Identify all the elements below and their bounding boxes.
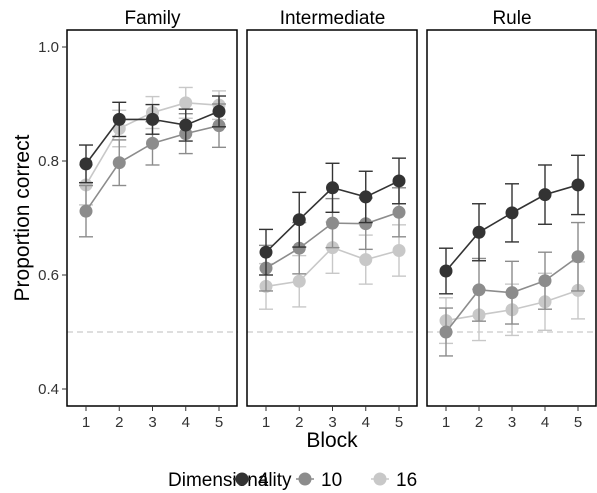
data-point xyxy=(505,206,519,220)
legend-marker xyxy=(298,472,312,486)
data-point xyxy=(112,112,126,126)
y-tick-label: 1.0 xyxy=(38,39,59,56)
facet-panel: Rule 1 2 3 4 5 xyxy=(426,8,597,431)
data-point xyxy=(79,204,93,218)
legend-key-10: 10 xyxy=(296,470,342,491)
x-tick-label: 4 xyxy=(541,414,549,431)
legend-title: Dimensionality xyxy=(168,470,292,491)
data-point xyxy=(472,225,486,239)
legend-marker xyxy=(373,472,387,486)
x-tick-label: 4 xyxy=(182,414,190,431)
y-axis-title: Proportion correct xyxy=(11,134,34,301)
data-point xyxy=(359,253,373,267)
y-tick-label: 0.8 xyxy=(38,153,59,170)
data-point xyxy=(179,96,193,110)
data-point xyxy=(359,190,373,204)
x-tick-label: 2 xyxy=(115,414,123,431)
facet-panels: Family 1 2 3 4 5 Intermediate 1 2 3 4 5 Rule 1 2 3 4 5 xyxy=(66,8,597,431)
data-point xyxy=(392,174,406,188)
legend: Dimensionality 4 10 16 xyxy=(168,470,417,491)
data-point xyxy=(179,118,193,132)
facet-panel: Intermediate 1 2 3 4 5 xyxy=(246,8,418,431)
x-tick-label: 1 xyxy=(82,414,90,431)
facet-title: Family xyxy=(125,8,181,29)
x-tick-label: 1 xyxy=(442,414,450,431)
facet-panel: Family 1 2 3 4 5 xyxy=(66,8,238,431)
x-tick-label: 5 xyxy=(395,414,403,431)
series-4 xyxy=(79,95,226,184)
data-point xyxy=(259,245,273,259)
y-tick-label: 0.4 xyxy=(38,381,59,398)
legend-marker xyxy=(235,472,249,486)
data-point xyxy=(439,264,453,278)
data-point xyxy=(359,217,373,231)
data-point xyxy=(392,243,406,257)
data-point xyxy=(392,205,406,219)
series-4 xyxy=(259,157,406,276)
x-tick-label: 3 xyxy=(148,414,156,431)
legend-label: 4 xyxy=(258,470,269,491)
data-point xyxy=(292,274,306,288)
facet-title: Intermediate xyxy=(280,8,386,29)
y-tick-label: 0.6 xyxy=(38,267,59,284)
data-point xyxy=(571,250,585,264)
facet-title: Rule xyxy=(492,8,531,29)
data-point xyxy=(538,274,552,288)
legend-key-4: 4 xyxy=(233,470,269,491)
data-point xyxy=(538,188,552,202)
x-tick-label: 4 xyxy=(362,414,370,431)
legend-label: 10 xyxy=(321,470,342,491)
x-tick-label: 3 xyxy=(508,414,516,431)
data-point xyxy=(79,157,93,171)
x-axis-title: Block xyxy=(306,429,358,452)
legend-label: 16 xyxy=(396,470,417,491)
data-point xyxy=(439,325,453,339)
x-tick-label: 5 xyxy=(574,414,582,431)
data-point xyxy=(292,241,306,255)
x-tick-label: 1 xyxy=(262,414,270,431)
series-4 xyxy=(439,154,585,295)
data-point xyxy=(505,286,519,300)
series-10 xyxy=(439,221,585,357)
y-axis: 0.4 0.6 0.8 1.0 xyxy=(38,39,67,398)
data-point xyxy=(112,156,126,170)
data-point xyxy=(571,178,585,192)
x-tick-label: 3 xyxy=(328,414,336,431)
data-point xyxy=(292,213,306,227)
data-point xyxy=(472,283,486,297)
data-point xyxy=(326,181,339,195)
x-tick-label: 2 xyxy=(475,414,483,431)
x-tick-label: 2 xyxy=(295,414,303,431)
panel-border xyxy=(66,29,238,407)
x-tick-label: 5 xyxy=(215,414,223,431)
data-point xyxy=(212,104,226,118)
legend-key-16: 16 xyxy=(371,470,417,491)
data-point xyxy=(146,136,159,150)
data-point xyxy=(146,112,159,126)
data-point xyxy=(326,216,339,230)
